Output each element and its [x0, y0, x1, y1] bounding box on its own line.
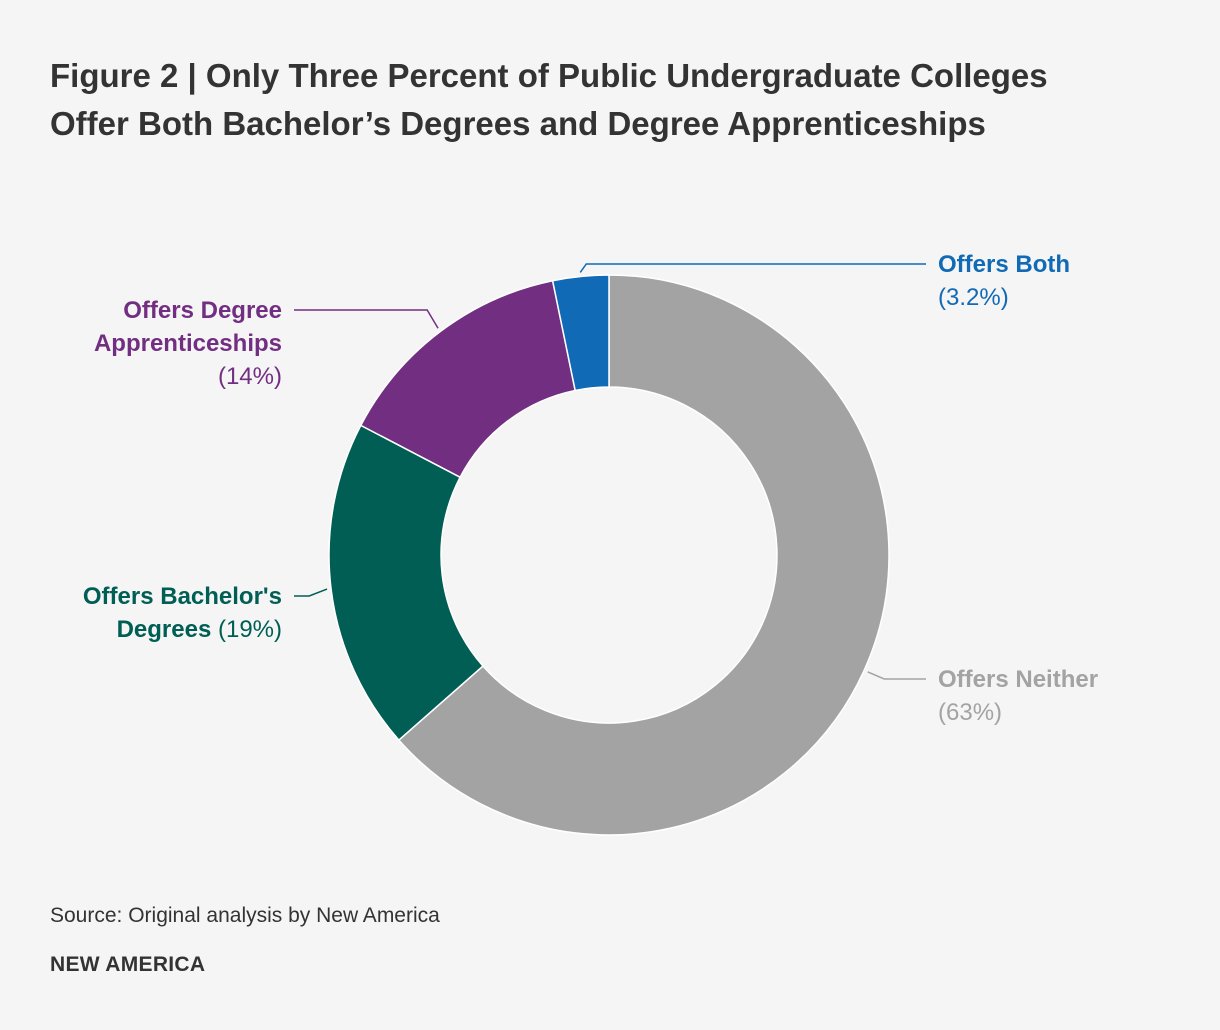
leader-lines: [294, 263, 926, 680]
slice-label-offers-both: Offers Both (3.2%): [938, 251, 1070, 311]
slice-value-label: (19%): [211, 616, 282, 643]
brand-logo-text: NEW AMERICA: [50, 953, 206, 976]
leader-line-offers-both: [579, 263, 926, 273]
slice-value-label: (63%): [938, 699, 1002, 726]
slice-label-offers-degree-apprenticeships: Offers Degree Apprenticeships (14%): [94, 297, 282, 390]
leader-line-offers-neither: [867, 671, 926, 680]
slice-label-line: Offers Degree: [123, 297, 282, 324]
slice-label-line: Degrees: [117, 616, 212, 643]
slice-label-offers-neither: Offers Neither (63%): [938, 666, 1098, 726]
leader-line-offers-bachelor-s-degrees: [294, 588, 328, 597]
donut-slices: [328, 274, 890, 836]
slice-label-line: Offers Bachelor's: [83, 583, 282, 610]
slice-value-label: (3.2%): [938, 284, 1009, 311]
slice-labels: Offers Neither (63%) Offers Bachelor's Degr…: [83, 251, 1098, 726]
slice-value-label: (14%): [218, 363, 282, 390]
leader-line-offers-degree-apprenticeships: [294, 309, 439, 329]
slice-label-line: Apprenticeships: [94, 330, 282, 357]
slice-offers-bachelor-s-degrees: [328, 424, 484, 742]
source-note: Source: Original analysis by New America: [50, 904, 440, 927]
chart-title: Figure 2 | Only Three Percent of Public …: [50, 57, 1048, 142]
slice-label-line: Offers Neither: [938, 666, 1098, 693]
slice-offers-both: [551, 274, 610, 392]
slice-offers-neither: [397, 274, 890, 836]
slice-label-offers-bachelor-s-degrees: Offers Bachelor's Degrees (19%): [83, 583, 282, 643]
slice-label-line: Offers Both: [938, 251, 1070, 278]
